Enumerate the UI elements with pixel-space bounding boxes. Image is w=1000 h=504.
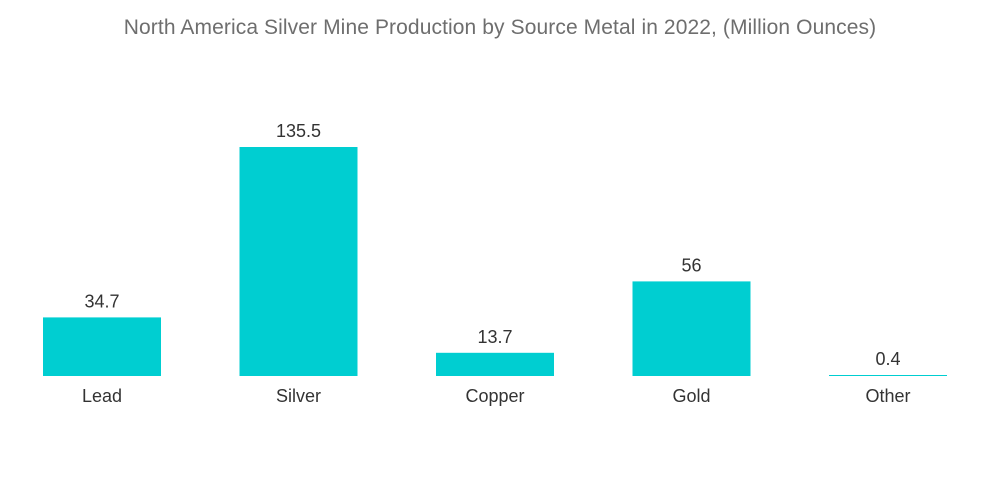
bar-silver	[239, 147, 358, 376]
bars-layer	[43, 147, 947, 376]
category-label-copper: Copper	[465, 386, 524, 406]
category-label-lead: Lead	[82, 386, 122, 406]
category-label-other: Other	[865, 386, 910, 406]
bar-lead	[43, 317, 161, 376]
value-labels-layer: 34.7 135.5 13.7 56 0.4	[84, 121, 900, 369]
chart-title: North America Silver Mine Production by …	[123, 16, 877, 39]
value-label-lead: 34.7	[84, 291, 119, 311]
value-label-gold: 56	[681, 255, 701, 275]
category-labels-layer: Lead Silver Copper Gold Other	[82, 386, 911, 406]
category-label-gold: Gold	[672, 386, 710, 406]
value-label-copper: 13.7	[477, 327, 512, 347]
bar-other	[829, 375, 947, 376]
bar-gold	[632, 281, 751, 376]
bar-copper	[436, 352, 554, 376]
value-label-silver: 135.5	[276, 121, 321, 141]
value-label-other: 0.4	[875, 349, 900, 369]
category-label-silver: Silver	[276, 386, 321, 406]
